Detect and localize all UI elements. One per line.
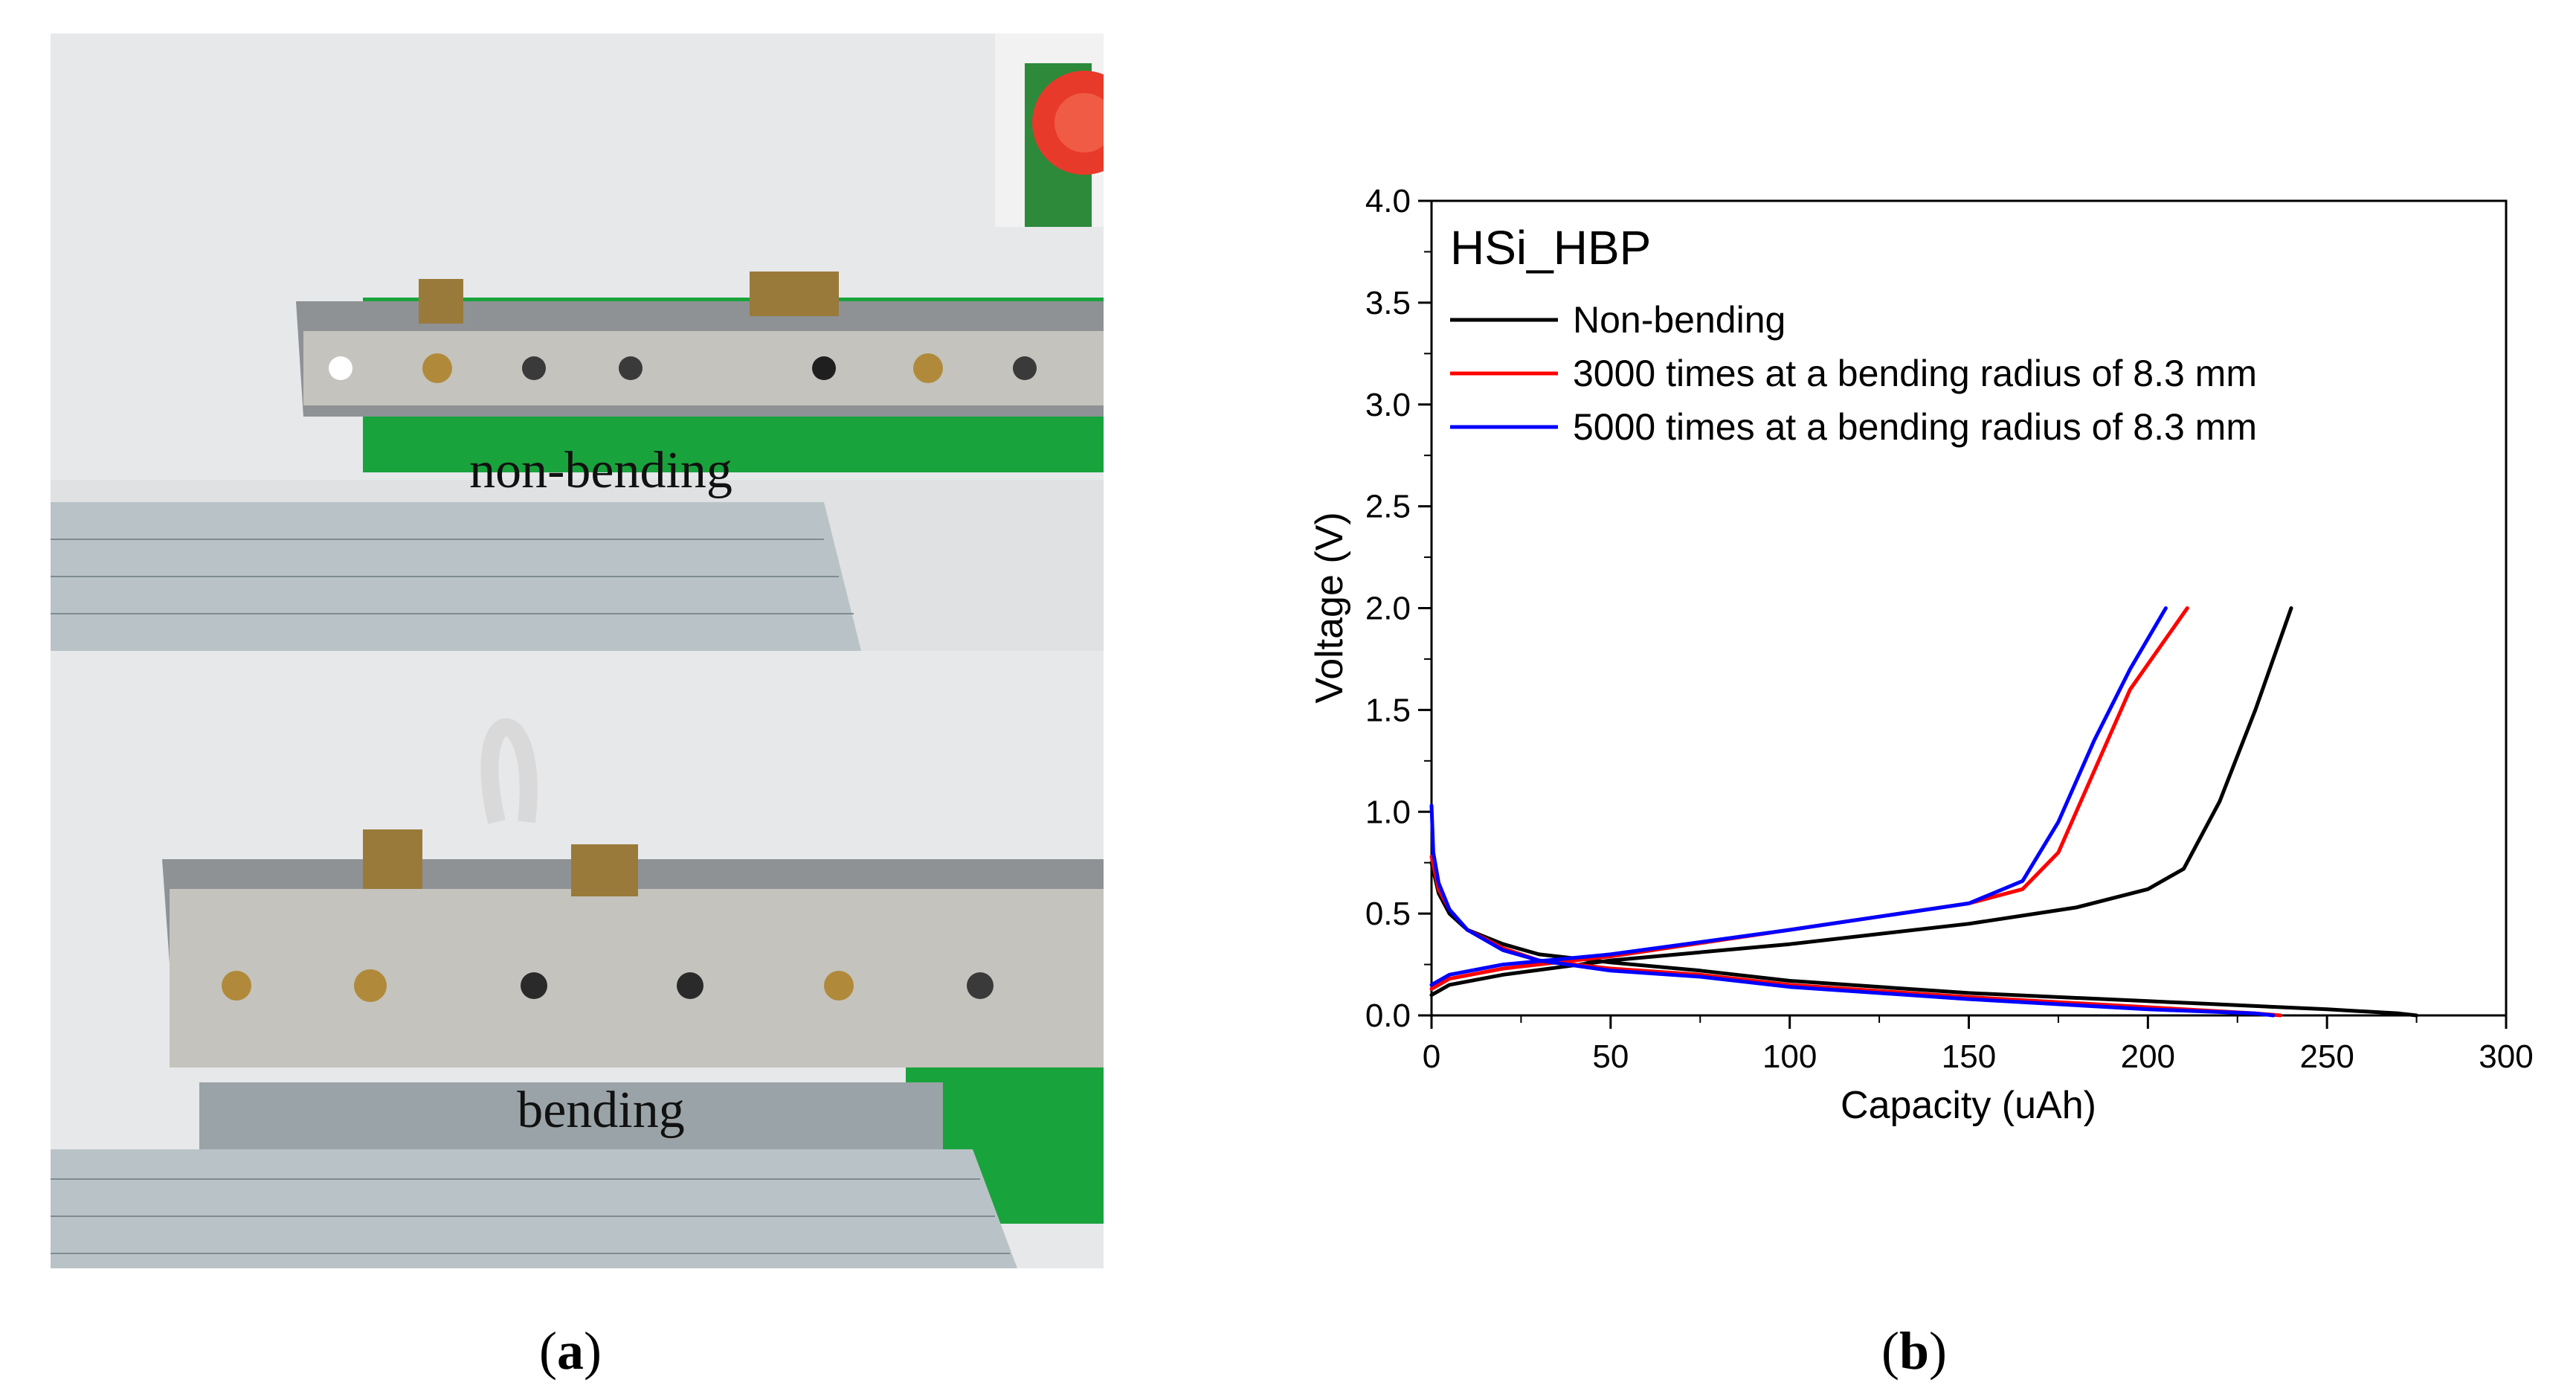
caption-a-letter: a: [556, 1321, 584, 1381]
series-3-discharge-curve: [1429, 803, 2276, 1018]
x-tick-label: 0: [1423, 1038, 1440, 1075]
bending-photo: bending: [51, 651, 1104, 1268]
x-tick-label: 250: [2299, 1038, 2354, 1075]
y-tick-label: 1.0: [1365, 794, 1411, 830]
panel-a-caption: (a): [539, 1320, 602, 1382]
caption-b-close: ): [1929, 1321, 1948, 1381]
legend: Non-bending 3000 times at a bending radiu…: [1450, 299, 2257, 448]
y-tick-label: 2.0: [1365, 591, 1411, 627]
series-1-discharge-curve: [1429, 861, 2419, 1018]
legend-label-1: Non-bending: [1573, 299, 1786, 341]
bending-test-photo: non-bending bending: [51, 33, 1104, 1268]
chart-title: HSi_HBP: [1450, 221, 1651, 274]
y-tick-label: 0.5: [1365, 896, 1411, 932]
x-tick-label: 300: [2479, 1038, 2533, 1075]
caption-b-letter: b: [1899, 1321, 1930, 1381]
y-axis: 0.0 0.5 1.0 1.5 2.0 2.5 3.0 3.5 4.0: [1365, 183, 1432, 1034]
caption-a-open: (: [539, 1321, 557, 1381]
y-tick-label: 4.0: [1365, 183, 1411, 219]
y-axis-label: Voltage (V): [1308, 512, 1351, 703]
caption-a-close: ): [583, 1321, 602, 1381]
x-tick-label: 200: [2121, 1038, 2175, 1075]
x-tick-label: 150: [1942, 1038, 1996, 1075]
x-tick-label: 50: [1592, 1038, 1629, 1075]
series-1-charge-curve: [1429, 606, 2293, 998]
x-axis-label: Capacity (uAh): [1841, 1084, 2096, 1127]
x-axis: 0 50 100 150 200 250 300: [1423, 1015, 2534, 1075]
series-layer: [1429, 606, 2419, 1018]
legend-label-3: 5000 times at a bending radius of 8.3 mm: [1573, 406, 2257, 448]
non-bending-label: non-bending: [469, 442, 732, 499]
y-tick-label: 1.5: [1365, 692, 1411, 728]
panel-b-caption: (b): [1881, 1320, 1947, 1382]
bending-label: bending: [517, 1082, 685, 1139]
series-3-charge-curve: [1429, 606, 2168, 987]
y-tick-label: 3.0: [1365, 387, 1411, 423]
legend-label-2: 3000 times at a bending radius of 8.3 mm: [1573, 353, 2257, 394]
non-bending-photo: non-bending: [51, 33, 1104, 651]
voltage-capacity-chart: 0 50 100 150 200 250 300 0.0 0.5 1.0 1.5 2.0 2.5 3.0…: [1308, 183, 2534, 1127]
y-tick-label: 0.0: [1365, 998, 1411, 1034]
y-tick-label: 2.5: [1365, 489, 1411, 525]
series-2-charge-curve: [1429, 606, 2189, 991]
y-tick-label: 3.5: [1365, 285, 1411, 321]
x-tick-label: 100: [1762, 1038, 1817, 1075]
caption-b-open: (: [1881, 1321, 1899, 1381]
